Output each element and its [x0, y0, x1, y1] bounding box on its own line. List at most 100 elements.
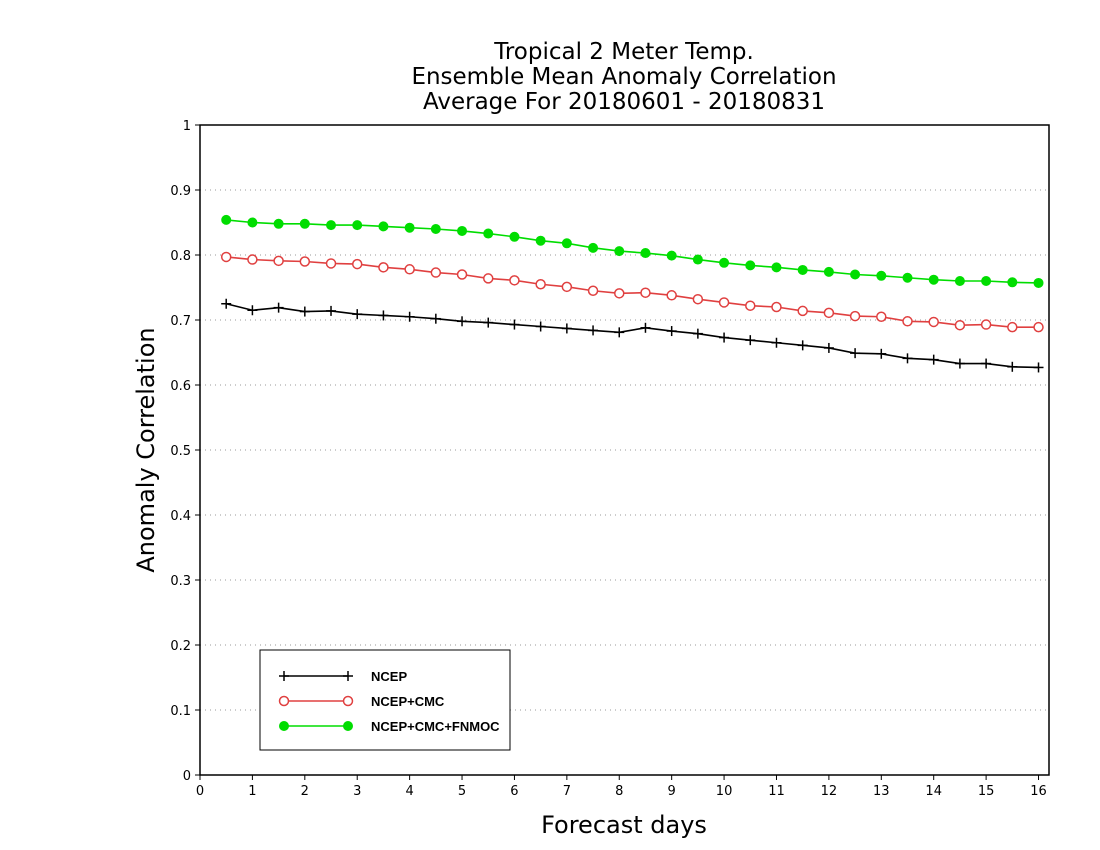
data-point-ncep: [902, 353, 913, 364]
data-point-ncep: [850, 348, 861, 359]
data-point-ncep-cmc-fnmoc: [902, 272, 913, 283]
data-point-ncep: [692, 328, 703, 339]
legend-marker: [343, 671, 353, 681]
data-point-ncep-cmc: [954, 319, 966, 331]
data-point-ncep-cmc-fnmoc: [483, 228, 494, 239]
x-tick-label: 12: [821, 784, 838, 799]
data-point-ncep-cmc-fnmoc: [640, 248, 651, 259]
data-point-ncep: [509, 319, 520, 330]
y-tick-label: 0.4: [170, 509, 191, 524]
data-point-ncep: [457, 316, 468, 327]
data-point-ncep-cmc-fnmoc: [745, 260, 756, 271]
data-point-ncep-cmc: [1033, 321, 1044, 333]
data-point-ncep: [299, 306, 310, 317]
data-point-ncep-cmc: [797, 305, 808, 317]
data-point-ncep: [876, 348, 887, 359]
legend-label: NCEP+CMC+FNMOC: [371, 719, 500, 734]
data-point-ncep-cmc: [876, 311, 887, 322]
data-point-ncep: [745, 335, 756, 346]
series-ncep-cmc-fnmoc: [221, 214, 1044, 288]
x-tick-label: 1: [248, 784, 256, 799]
data-point-ncep-cmc-fnmoc: [378, 221, 389, 232]
y-axis-title: Anomaly Correlation: [132, 327, 160, 572]
data-point-ncep-cmc-fnmoc: [247, 217, 258, 228]
data-point-ncep-cmc: [902, 316, 913, 327]
legend-label: NCEP+CMC: [371, 694, 445, 709]
legend-marker: [279, 671, 289, 681]
data-point-ncep-cmc-fnmoc: [823, 266, 834, 277]
series-line-ncep-cmc: [226, 256, 1039, 328]
data-point-ncep: [823, 342, 834, 353]
data-point-ncep: [719, 332, 730, 343]
x-tick-label: 9: [668, 784, 676, 799]
y-tick-label: 0.2: [170, 639, 191, 654]
data-point-ncep-cmc-fnmoc: [352, 220, 363, 231]
data-point-ncep-cmc: [614, 288, 625, 299]
data-point-ncep-cmc: [430, 267, 442, 278]
data-point-ncep-cmc-fnmoc: [509, 231, 520, 242]
data-point-ncep-cmc: [273, 255, 284, 267]
data-point-ncep-cmc: [1007, 321, 1018, 333]
chart-title-line-1: Tropical 2 Meter Temp.: [493, 39, 754, 65]
data-point-ncep: [1033, 362, 1044, 373]
x-tick-label: 5: [458, 784, 466, 799]
data-point-ncep-cmc-fnmoc: [326, 220, 337, 231]
legend-items: NCEP NCEP+CMC NCEP+CMC+FNMOC: [278, 669, 500, 734]
data-point-ncep-cmc: [509, 275, 520, 286]
data-point-ncep-cmc-fnmoc: [850, 269, 861, 280]
data-point-ncep-cmc: [456, 269, 468, 280]
data-point-ncep-cmc-fnmoc: [221, 214, 232, 225]
data-point-ncep-cmc-fnmoc: [692, 254, 703, 265]
data-point-ncep-cmc: [535, 279, 546, 290]
y-tick-label: 0.5: [170, 444, 191, 459]
data-point-ncep-cmc: [247, 254, 258, 265]
y-tick-label: 0.9: [170, 184, 191, 199]
data-point-ncep-cmc: [849, 310, 861, 322]
data-point-ncep-cmc: [378, 262, 389, 273]
y-tick-label: 0.8: [170, 249, 191, 264]
data-point-ncep-cmc: [666, 290, 677, 301]
data-point-ncep: [535, 321, 546, 332]
data-point-ncep-cmc: [220, 251, 232, 263]
data-point-ncep-cmc-fnmoc: [1007, 277, 1018, 288]
legend-item-ncep-cmc-fnmoc: NCEP+CMC+FNMOC: [279, 719, 500, 734]
data-point-ncep: [483, 317, 494, 328]
x-tick-label: 8: [615, 784, 623, 799]
data-point-ncep-cmc-fnmoc: [771, 262, 782, 273]
y-tick-label: 0.3: [170, 574, 191, 589]
x-tick-label: 11: [768, 784, 785, 799]
x-tick-label: 15: [978, 784, 995, 799]
series-ncep: [221, 298, 1044, 373]
x-tick-label: 14: [925, 784, 942, 799]
data-point-ncep: [981, 358, 992, 369]
data-point-ncep-cmc-fnmoc: [430, 224, 441, 234]
data-point-ncep-cmc: [928, 316, 939, 328]
data-point-ncep: [928, 354, 939, 365]
x-tick-label: 0: [196, 784, 204, 799]
data-point-ncep: [771, 337, 782, 348]
data-point-ncep: [1007, 361, 1018, 372]
x-tick-label: 2: [301, 784, 309, 799]
data-point-ncep-cmc: [404, 264, 415, 275]
data-point-ncep-cmc: [299, 256, 311, 267]
data-point-ncep-cmc-fnmoc: [876, 270, 887, 281]
data-point-ncep-cmc: [745, 300, 756, 311]
data-point-ncep: [352, 309, 363, 320]
series-layer: [220, 214, 1044, 373]
legend-box: [259, 649, 511, 751]
y-tick-label: 0.1: [170, 704, 191, 719]
data-point-ncep-cmc-fnmoc: [1033, 277, 1044, 288]
data-point-ncep: [247, 305, 258, 316]
data-point-ncep-cmc-fnmoc: [928, 274, 939, 285]
data-point-ncep-cmc: [771, 301, 782, 313]
data-point-ncep: [430, 313, 441, 324]
data-point-ncep: [404, 311, 415, 322]
series-line-ncep-cmc-fnmoc: [226, 219, 1039, 284]
data-point-ncep-cmc-fnmoc: [299, 218, 310, 229]
x-tick-label: 4: [405, 784, 413, 799]
plot-area-frame: [199, 124, 1050, 776]
data-point-ncep: [273, 302, 284, 313]
x-tick-label: 3: [353, 784, 361, 799]
data-point-ncep: [326, 305, 337, 316]
